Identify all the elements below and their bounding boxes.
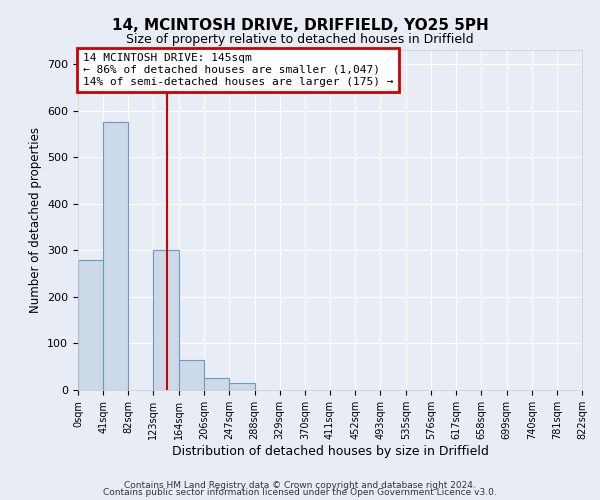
X-axis label: Distribution of detached houses by size in Driffield: Distribution of detached houses by size … xyxy=(172,444,488,458)
Bar xyxy=(179,360,205,390)
Text: Size of property relative to detached houses in Driffield: Size of property relative to detached ho… xyxy=(126,32,474,46)
Text: Contains public sector information licensed under the Open Government Licence v3: Contains public sector information licen… xyxy=(103,488,497,497)
Text: 14, MCINTOSH DRIVE, DRIFFIELD, YO25 5PH: 14, MCINTOSH DRIVE, DRIFFIELD, YO25 5PH xyxy=(112,18,488,32)
Bar xyxy=(78,260,103,390)
Text: Contains HM Land Registry data © Crown copyright and database right 2024.: Contains HM Land Registry data © Crown c… xyxy=(124,480,476,490)
Bar xyxy=(205,378,229,390)
Bar xyxy=(103,122,128,390)
Bar xyxy=(154,250,179,390)
Y-axis label: Number of detached properties: Number of detached properties xyxy=(29,127,41,313)
Text: 14 MCINTOSH DRIVE: 145sqm
← 86% of detached houses are smaller (1,047)
14% of se: 14 MCINTOSH DRIVE: 145sqm ← 86% of detac… xyxy=(83,54,394,86)
Bar xyxy=(229,383,254,390)
